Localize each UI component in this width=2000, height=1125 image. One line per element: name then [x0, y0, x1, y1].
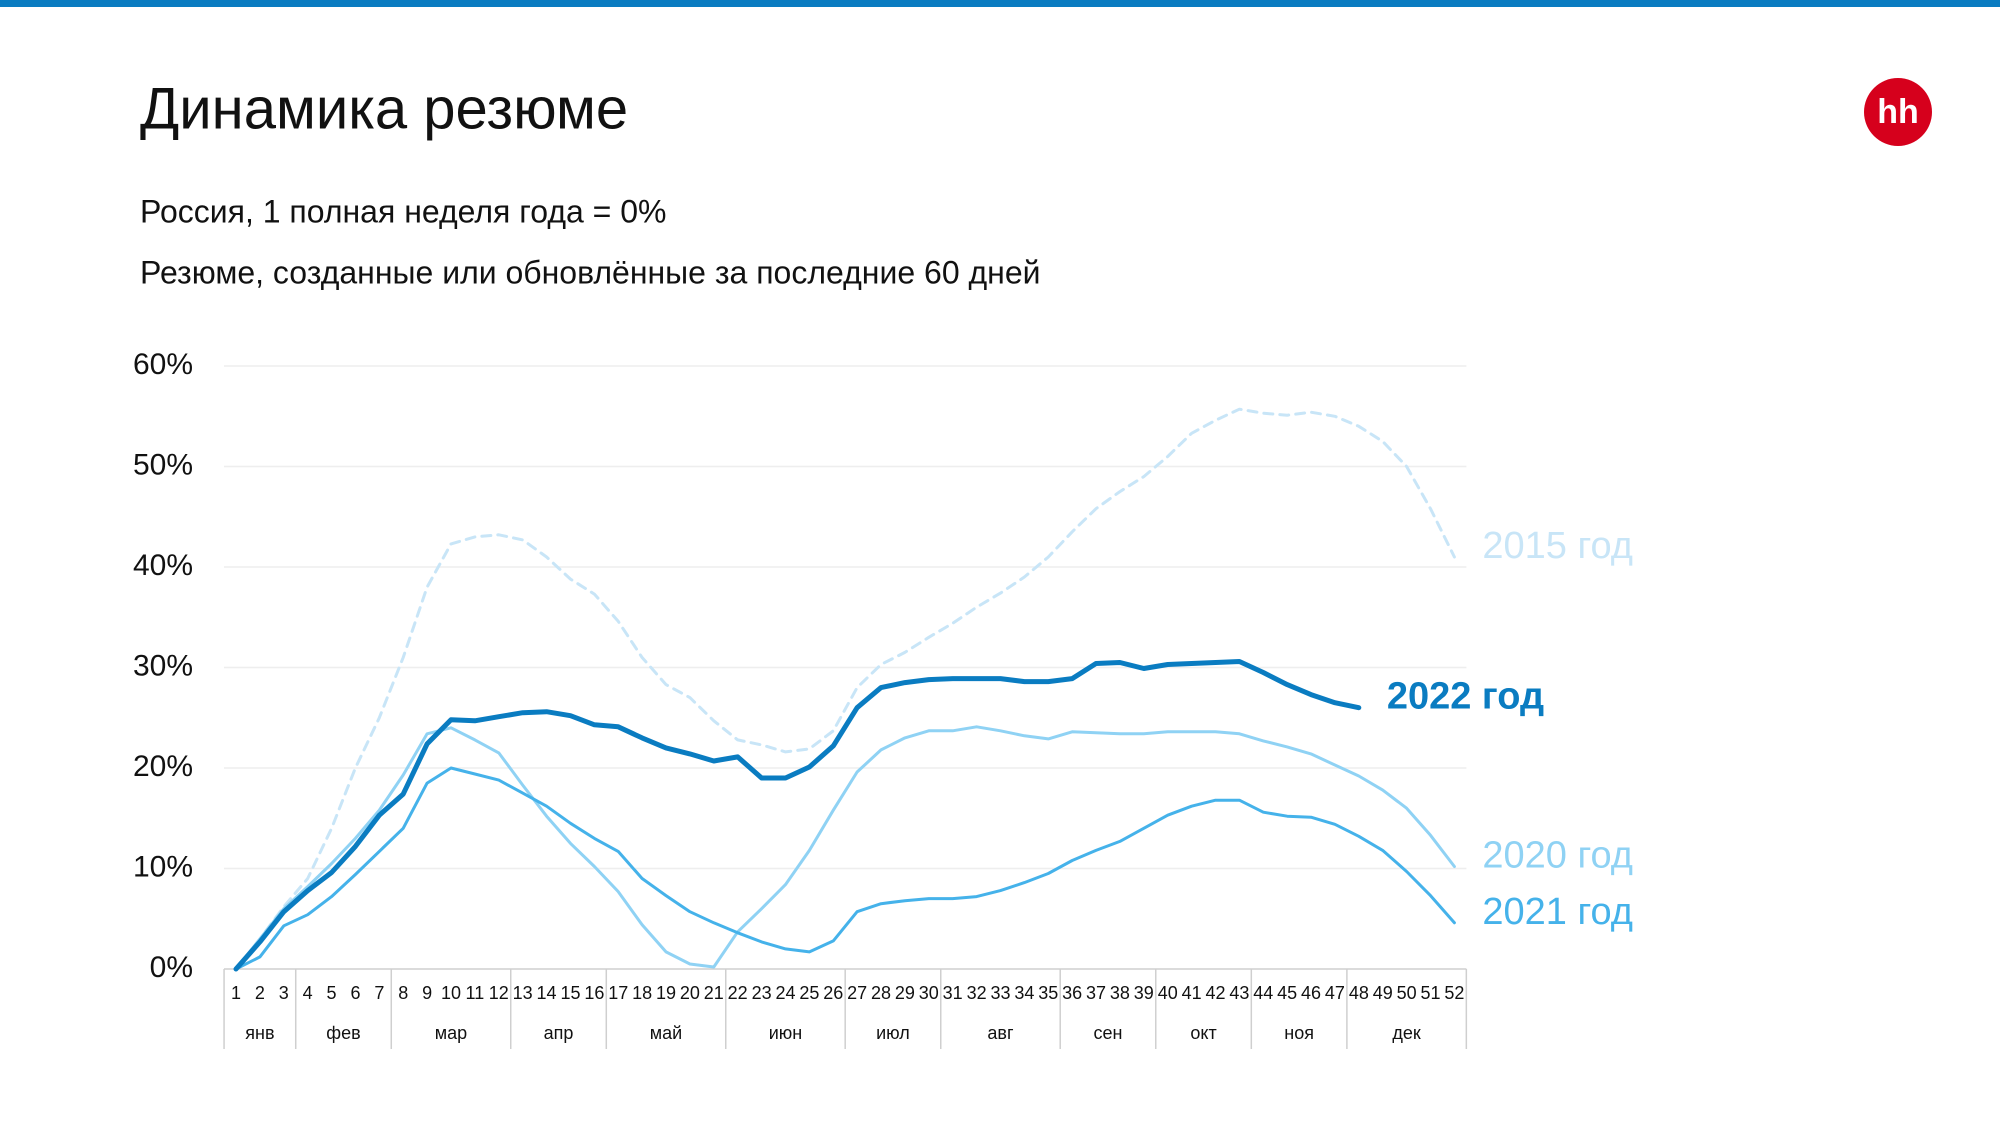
month-label: ноя [1284, 1023, 1314, 1043]
x-tick-label: 43 [1229, 983, 1249, 1003]
x-tick-label: 33 [990, 983, 1010, 1003]
x-tick-label: 17 [608, 983, 628, 1003]
description: Резюме, созданные или обновлённые за пос… [140, 254, 1041, 290]
y-tick-label: 20% [133, 750, 193, 783]
subtitle: Россия, 1 полная неделя года = 0% [140, 193, 667, 229]
y-tick-label: 40% [133, 549, 193, 582]
x-tick-label: 14 [537, 983, 557, 1003]
x-tick-label: 25 [799, 983, 819, 1003]
x-tick-label: 32 [967, 983, 987, 1003]
x-tick-label: 12 [489, 983, 509, 1003]
x-tick-label: 29 [895, 983, 915, 1003]
x-tick-label: 41 [1182, 983, 1202, 1003]
x-tick-label: 48 [1349, 983, 1369, 1003]
series-label: 2020 год [1482, 835, 1633, 877]
series-line [234, 766, 1456, 971]
x-tick-label: 24 [775, 983, 795, 1003]
month-label: мар [435, 1023, 467, 1043]
month-label: янв [245, 1023, 274, 1043]
x-tick-label: 31 [943, 983, 963, 1003]
x-tick-label: 45 [1277, 983, 1297, 1003]
logo-text: hh [1877, 93, 1919, 131]
x-tick-label: 36 [1062, 983, 1082, 1003]
x-tick-label: 44 [1253, 983, 1273, 1003]
series-label: 2015 год [1482, 525, 1633, 567]
x-tick-label: 34 [1014, 983, 1034, 1003]
month-label: май [650, 1023, 682, 1043]
x-tick-label: 1 [231, 983, 241, 1003]
month-label: апр [544, 1023, 574, 1043]
x-tick-label: 7 [374, 983, 384, 1003]
x-tick-label: 11 [466, 983, 485, 1003]
x-tick-label: 9 [422, 983, 432, 1003]
month-label: июл [876, 1023, 910, 1043]
y-tick-label: 30% [133, 649, 193, 682]
x-tick-label: 2 [255, 983, 265, 1003]
x-tick-label: 20 [680, 983, 700, 1003]
month-label: авг [987, 1023, 1014, 1043]
x-tick-label: 49 [1373, 983, 1393, 1003]
month-label: дек [1392, 1023, 1421, 1043]
series-line [233, 659, 1362, 972]
x-tick-label: 37 [1086, 983, 1106, 1003]
y-tick-label: 60% [133, 348, 193, 381]
x-tick-label: 6 [350, 983, 360, 1003]
logo [1864, 78, 1932, 146]
x-tick-label: 50 [1397, 983, 1417, 1003]
x-tick-label: 30 [919, 983, 939, 1003]
x-tick-label: 23 [752, 983, 772, 1003]
x-tick-label: 21 [704, 983, 724, 1003]
month-label: фев [326, 1023, 360, 1043]
y-tick-label: 50% [133, 448, 193, 481]
series-line [234, 407, 1456, 971]
y-tick-label: 10% [133, 850, 193, 883]
series-label: 2022 год [1387, 676, 1544, 718]
x-tick-label: 18 [632, 983, 652, 1003]
x-tick-label: 8 [398, 983, 408, 1003]
x-tick-label: 10 [441, 983, 461, 1003]
x-tick-label: 38 [1110, 983, 1130, 1003]
x-tick-label: 3 [279, 983, 289, 1003]
top-bar [0, 0, 2000, 7]
x-tick-label: 40 [1158, 983, 1178, 1003]
y-tick-label: 0% [150, 951, 193, 984]
slide-title: Динамика резюме [140, 76, 628, 141]
x-tick-label: 35 [1038, 983, 1058, 1003]
x-tick-label: 26 [823, 983, 843, 1003]
month-label: июн [769, 1023, 803, 1043]
x-tick-label: 4 [303, 983, 313, 1003]
x-tick-label: 19 [656, 983, 676, 1003]
x-tick-label: 47 [1325, 983, 1345, 1003]
x-tick-label: 52 [1444, 983, 1464, 1003]
x-tick-label: 28 [871, 983, 891, 1003]
x-tick-label: 39 [1134, 983, 1154, 1003]
x-tick-label: 27 [847, 983, 867, 1003]
x-tick-label: 42 [1205, 983, 1225, 1003]
x-tick-label: 15 [560, 983, 580, 1003]
month-label: окт [1190, 1023, 1216, 1043]
x-tick-label: 51 [1420, 983, 1440, 1003]
x-tick-label: 13 [513, 983, 533, 1003]
series-label: 2021 год [1482, 891, 1633, 933]
x-tick-label: 16 [584, 983, 604, 1003]
x-tick-label: 46 [1301, 983, 1321, 1003]
x-tick-label: 22 [728, 983, 748, 1003]
month-label: сен [1094, 1023, 1123, 1043]
x-tick-label: 5 [327, 983, 337, 1003]
